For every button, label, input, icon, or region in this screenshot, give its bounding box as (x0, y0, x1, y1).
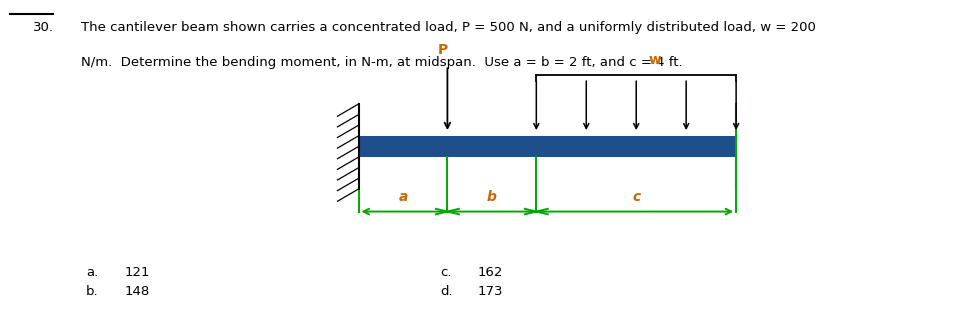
Text: 121: 121 (124, 266, 150, 279)
Text: d.: d. (440, 285, 452, 298)
Text: The cantilever beam shown carries a concentrated load, P = 500 N, and a uniforml: The cantilever beam shown carries a conc… (81, 21, 816, 34)
Text: w: w (649, 53, 662, 67)
Text: 162: 162 (478, 266, 504, 279)
Text: 30.: 30. (33, 21, 54, 34)
Text: b: b (487, 190, 497, 204)
Text: c.: c. (440, 266, 451, 279)
Text: c: c (632, 190, 641, 204)
Text: a.: a. (86, 266, 98, 279)
Text: b.: b. (86, 285, 98, 298)
Text: a: a (399, 190, 407, 204)
Text: N/m.  Determine the bending moment, in N-m, at midspan.  Use a = b = 2 ft, and c: N/m. Determine the bending moment, in N-… (81, 56, 683, 69)
Text: P: P (438, 43, 447, 57)
Bar (358, 136, 736, 157)
Text: 173: 173 (478, 285, 504, 298)
Text: 148: 148 (124, 285, 149, 298)
